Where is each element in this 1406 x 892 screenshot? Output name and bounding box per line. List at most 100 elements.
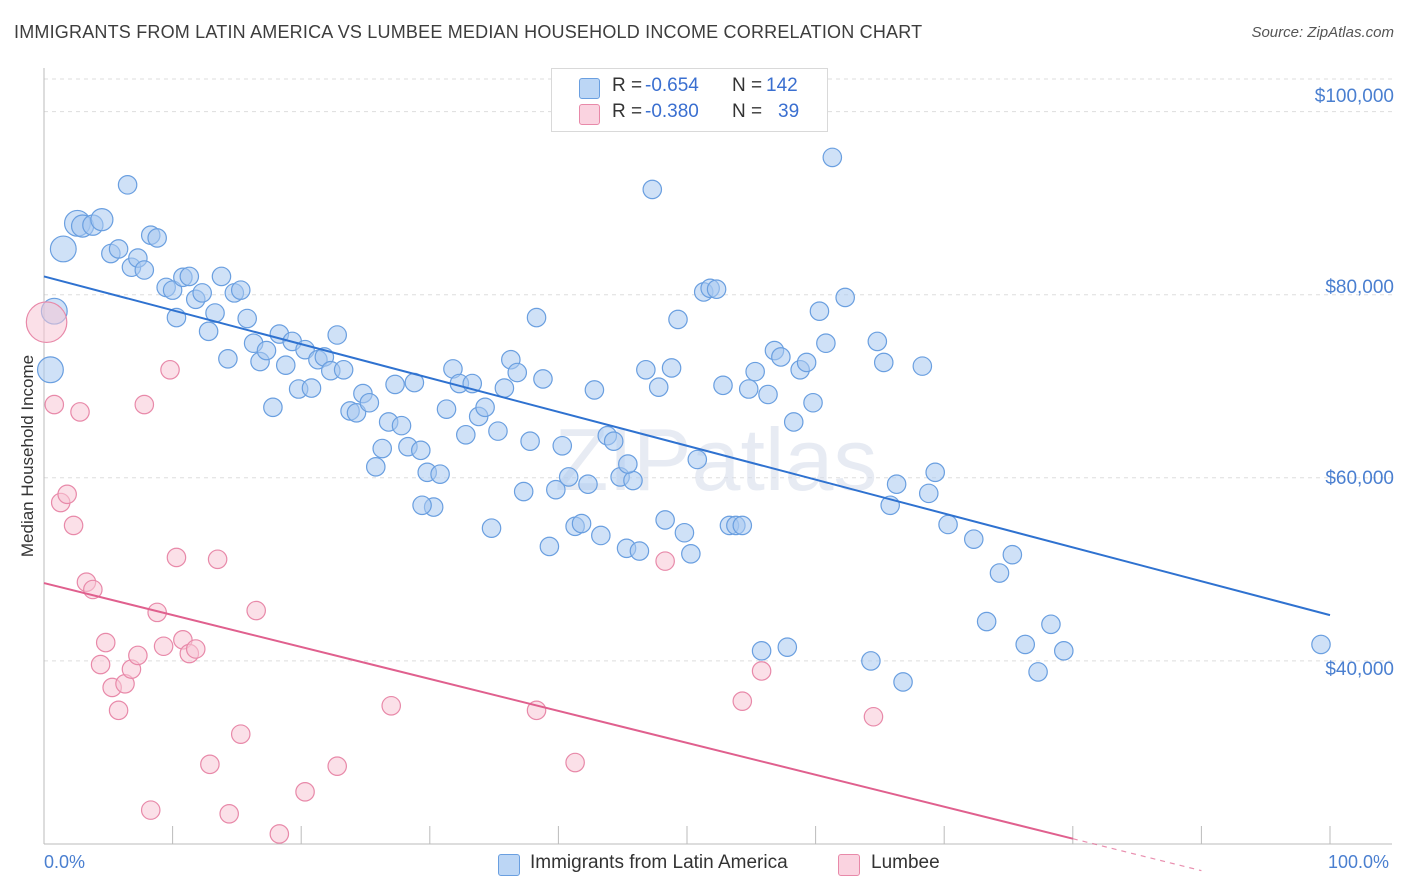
lumbee-point (655, 551, 675, 571)
gridlines (44, 78, 1392, 662)
lumbee-point (207, 549, 228, 570)
immigrants-point (475, 397, 495, 418)
immigrants-point (591, 525, 611, 546)
immigrants-point (976, 611, 997, 632)
immigrants-point (873, 352, 894, 373)
immigrants-point (263, 397, 283, 418)
immigrants-point (327, 325, 348, 345)
legend-n-label: N = (732, 75, 763, 96)
immigrants-point (237, 308, 257, 329)
y-tick-label: $80,000 (1325, 277, 1394, 298)
immigrants-point (623, 470, 643, 491)
immigrants-point (809, 301, 830, 321)
immigrants-point (893, 672, 913, 692)
immigrants-point (1311, 634, 1331, 655)
lumbee-point (90, 654, 111, 675)
immigrants-point (533, 369, 553, 389)
immigrants-point (108, 239, 129, 259)
immigrants-point (648, 377, 669, 397)
lumbee-point (128, 645, 148, 666)
lumbee-point (863, 706, 884, 727)
immigrants-point (218, 348, 238, 369)
immigrants-point (346, 403, 367, 423)
lumbee-point (185, 639, 206, 659)
immigrants-point (835, 287, 855, 308)
immigrants-point (989, 563, 1010, 583)
immigrants-point (745, 361, 765, 382)
immigrants-point (192, 283, 212, 303)
immigrants-point (629, 541, 650, 561)
bottom-legend-lumbee: Lumbee (871, 852, 940, 873)
immigrants-point (558, 467, 579, 487)
immigrants-point (636, 359, 656, 380)
immigrants-point (412, 495, 432, 516)
immigrants-point (372, 438, 393, 459)
immigrants-point (256, 340, 277, 361)
immigrants-point (230, 280, 251, 300)
legend-r-value: -0.654 (645, 75, 699, 96)
immigrants-point (963, 529, 984, 549)
immigrants-point (642, 179, 663, 200)
immigrants-point (1002, 544, 1023, 565)
y-tick-label: $100,000 (1314, 86, 1394, 107)
immigrants-point (539, 536, 560, 557)
immigrants-point (410, 440, 431, 461)
immigrants-point (783, 412, 804, 432)
lumbee-point (25, 301, 68, 344)
chart-title: IMMIGRANTS FROM LATIN AMERICA VS LUMBEE … (14, 22, 923, 42)
lumbee-point (153, 636, 174, 657)
immigrants-point (436, 399, 457, 419)
immigrants-point (618, 454, 638, 474)
lumbee-point (134, 394, 155, 415)
x-tick-label: 100.0% (1328, 852, 1390, 872)
source-label: Source: ZipAtlas.com (1251, 24, 1394, 41)
immigrants-point (938, 514, 958, 535)
immigrants-point (603, 431, 624, 451)
lumbee-point (57, 484, 77, 505)
lumbee-point (732, 691, 753, 711)
watermark: ZIPatlas (555, 410, 878, 509)
immigrants-point (771, 347, 791, 367)
lumbee-point (295, 782, 315, 802)
immigrants-point (816, 333, 836, 354)
immigrants-point (162, 280, 183, 300)
immigrants-point (578, 474, 598, 495)
immigrants-point (687, 449, 708, 470)
immigrants-point (803, 392, 823, 413)
immigrants-point (333, 359, 354, 380)
immigrants-point (918, 483, 939, 504)
immigrants-point (1053, 641, 1074, 661)
lumbee-point (166, 547, 187, 568)
legend-swatch-pink (579, 104, 600, 125)
legend-r-label: R = (612, 101, 643, 122)
legend-r-label: R = (612, 75, 643, 96)
immigrants-point (385, 374, 405, 395)
lumbee-point (44, 394, 65, 415)
immigrants-point (584, 380, 605, 400)
lumbee-point (219, 803, 239, 824)
lumbee-point (147, 602, 167, 623)
bottom-legend-immigrants: Immigrants from Latin America (530, 852, 788, 873)
lumbee-point (108, 700, 129, 721)
lumbee-point (230, 724, 251, 744)
lumbee-point (269, 824, 290, 844)
immigrants-point (674, 522, 695, 543)
immigrants-point (751, 641, 772, 661)
immigrants-point (661, 358, 682, 378)
trend-line-immigrants (43, 275, 1331, 617)
series-lumbee-points (25, 301, 884, 844)
immigrants-point (777, 637, 798, 657)
immigrants-point (507, 362, 528, 383)
legend-n-value: 142 (766, 75, 798, 96)
immigrants-point (179, 266, 200, 287)
immigrants-point (732, 515, 753, 536)
immigrants-point (295, 339, 315, 360)
immigrants-point (117, 175, 138, 195)
y-tick-label: $40,000 (1325, 659, 1394, 680)
immigrants-point (430, 464, 450, 484)
lumbee-point (565, 752, 585, 773)
lumbee-point (751, 661, 772, 681)
immigrants-point (925, 462, 945, 483)
legend-r-value: -0.380 (645, 101, 699, 122)
x-tick-label: 0.0% (44, 852, 86, 872)
